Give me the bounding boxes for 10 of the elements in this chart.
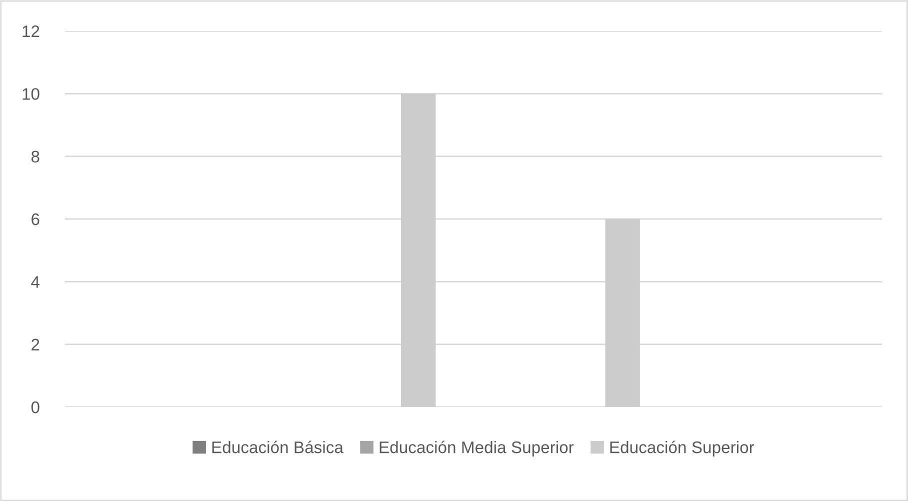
- y-tick-label: 4: [31, 276, 40, 288]
- y-tick-label: 2: [32, 338, 40, 350]
- y-tick-label: 12: [22, 25, 40, 38]
- legend-label: Educación Superior: [610, 440, 754, 457]
- legend-label: Educación Básica: [212, 440, 344, 454]
- y-tick-label: 10: [22, 88, 40, 100]
- legend-label: Educación Media Superior: [380, 440, 574, 457]
- y-tick-label: 8: [31, 150, 40, 163]
- y-tick-label: 6: [32, 213, 40, 226]
- y-tick-label: 0: [31, 401, 40, 414]
